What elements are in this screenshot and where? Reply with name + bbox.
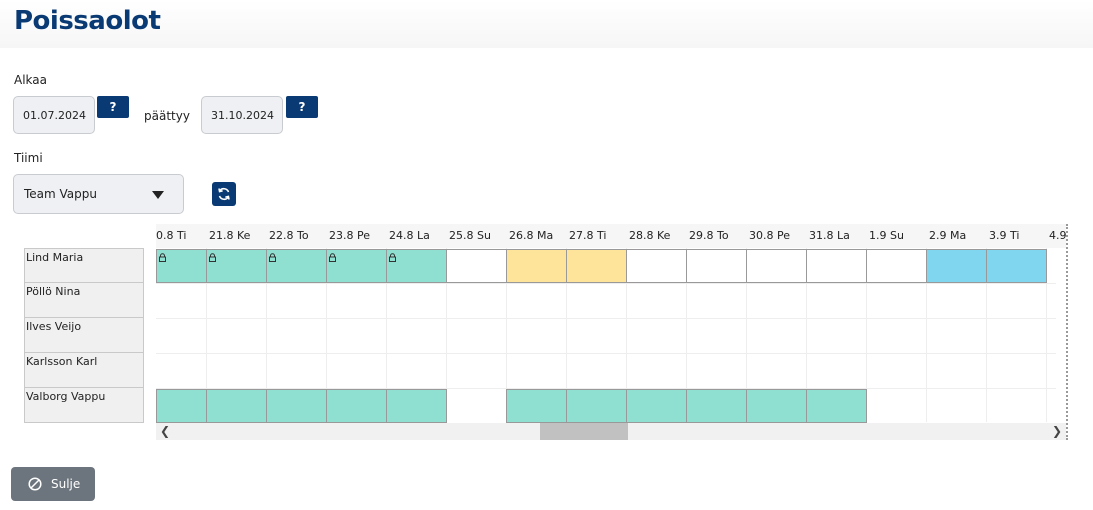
day-header: 4.9: [1049, 229, 1067, 242]
team-select[interactable]: Team Vappu: [13, 174, 184, 214]
day-header: 29.8 To: [689, 229, 729, 242]
grid-line: [746, 248, 747, 422]
absence-cell[interactable]: [626, 249, 687, 283]
grid-line: [206, 248, 207, 422]
team-label: Tiimi: [14, 151, 43, 165]
absence-cell[interactable]: [566, 389, 627, 423]
absence-cell[interactable]: [506, 389, 567, 423]
grid-line: [686, 248, 687, 422]
absence-cell[interactable]: [326, 249, 387, 283]
horizontal-scrollbar[interactable]: ❮ ❯: [156, 423, 1066, 440]
day-header: 22.8 To: [269, 229, 309, 242]
grid-line: [156, 353, 1056, 354]
cancel-circle-icon: [28, 477, 42, 491]
lock-icon: [269, 253, 276, 262]
scroll-right-icon[interactable]: ❯: [1051, 424, 1062, 438]
absence-cell[interactable]: [156, 249, 207, 283]
grid-line: [386, 248, 387, 422]
day-header: 21.8 Ke: [209, 229, 251, 242]
grid-line: [156, 318, 1056, 319]
day-header: 28.8 Ke: [629, 229, 671, 242]
person-name: Ilves Veijo: [24, 318, 144, 353]
person-name: Lind Maria: [24, 248, 144, 283]
day-header: 23.8 Pe: [329, 229, 370, 242]
day-header: 31.8 La: [809, 229, 850, 242]
absence-cell[interactable]: [506, 249, 567, 283]
grid-line: [326, 248, 327, 422]
absence-cell[interactable]: [566, 249, 627, 283]
grid-line: [1046, 248, 1047, 422]
day-header: 2.9 Ma: [929, 229, 967, 242]
grid-line: [266, 248, 267, 422]
absence-cell[interactable]: [866, 249, 927, 283]
day-header: 1.9 Su: [869, 229, 904, 242]
absence-cell[interactable]: [926, 249, 987, 283]
grid-line: [156, 283, 1056, 284]
person-name: Pöllö Nina: [24, 283, 144, 318]
grid-line: [866, 248, 867, 422]
chevron-down-icon: [152, 191, 164, 199]
grid-line: [446, 248, 447, 422]
absence-cell[interactable]: [746, 249, 807, 283]
absence-cell[interactable]: [446, 249, 507, 283]
absence-cell[interactable]: [986, 249, 1047, 283]
absence-cell[interactable]: [686, 389, 747, 423]
lock-icon: [209, 253, 216, 262]
absence-cell[interactable]: [386, 249, 447, 283]
person-name: Valborg Vappu: [24, 388, 144, 423]
grid-line: [506, 248, 507, 422]
people-list: Lind Maria Pöllö Nina Ilves Veijo Karlsson …: [24, 248, 144, 423]
day-header: 26.8 Ma: [509, 229, 554, 242]
grid-line: [626, 248, 627, 422]
lock-icon: [159, 253, 166, 262]
close-button[interactable]: Sulje: [11, 467, 95, 501]
lock-icon: [329, 253, 336, 262]
absence-cell[interactable]: [806, 249, 867, 283]
day-header: 25.8 Su: [449, 229, 491, 242]
absence-cell[interactable]: [386, 389, 447, 423]
absence-calendar: 0.8 Ti 21.8 Ke 22.8 To 23.8 Pe 24.8 La 25.8 S…: [156, 224, 1068, 440]
start-date-label: Alkaa: [14, 73, 47, 87]
grid-line: [566, 248, 567, 422]
grid-line: [806, 248, 807, 422]
end-date-help-button[interactable]: ?: [286, 96, 318, 118]
day-header: 27.8 Ti: [569, 229, 607, 242]
page-title: Poissaolot: [14, 6, 161, 36]
day-header: 0.8 Ti: [156, 229, 187, 242]
day-header: 30.8 Pe: [749, 229, 790, 242]
start-date-help-button[interactable]: ?: [97, 96, 129, 118]
person-name: Karlsson Karl: [24, 353, 144, 388]
absence-cell[interactable]: [206, 389, 267, 423]
calendar-header: 0.8 Ti 21.8 Ke 22.8 To 23.8 Pe 24.8 La 25.8 S…: [156, 224, 1067, 248]
absence-cell[interactable]: [806, 389, 867, 423]
end-date-field[interactable]: 31.10.2024: [201, 96, 283, 134]
start-date-field[interactable]: 01.07.2024: [13, 96, 95, 134]
refresh-icon: [218, 187, 230, 201]
absence-cell[interactable]: [746, 389, 807, 423]
day-header: 3.9 Ti: [989, 229, 1020, 242]
absence-cell[interactable]: [266, 389, 327, 423]
grid-line: [156, 388, 1056, 389]
end-date-label: päättyy: [144, 109, 190, 123]
absence-cell[interactable]: [266, 249, 327, 283]
absence-cell[interactable]: [206, 249, 267, 283]
absence-cell[interactable]: [326, 389, 387, 423]
absence-cell[interactable]: [686, 249, 747, 283]
grid-line: [986, 248, 987, 422]
absence-cell[interactable]: [626, 389, 687, 423]
grid-line: [926, 248, 927, 422]
absence-cell[interactable]: [156, 389, 207, 423]
close-button-label: Sulje: [51, 477, 81, 491]
top-bar: [0, 0, 1093, 48]
lock-icon: [389, 253, 396, 262]
team-select-value: Team Vappu: [24, 187, 98, 201]
day-header: 24.8 La: [389, 229, 430, 242]
scroll-left-icon[interactable]: ❮: [160, 424, 171, 438]
refresh-button[interactable]: [212, 182, 236, 206]
scrollbar-thumb[interactable]: [540, 423, 628, 440]
